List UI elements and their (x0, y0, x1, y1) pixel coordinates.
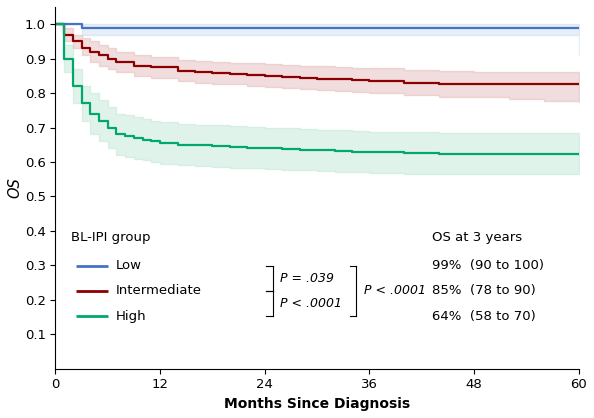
Text: P < .0001: P < .0001 (364, 285, 426, 298)
Text: 99%  (90 to 100): 99% (90 to 100) (432, 259, 544, 272)
Text: Low: Low (116, 259, 141, 272)
Text: Intermediate: Intermediate (116, 285, 201, 298)
Text: High: High (116, 310, 146, 323)
Text: P < .0001: P < .0001 (280, 297, 342, 310)
Text: 85%  (78 to 90): 85% (78 to 90) (432, 285, 536, 298)
Text: OS at 3 years: OS at 3 years (432, 231, 522, 244)
Y-axis label: OS: OS (7, 178, 22, 198)
Text: P = .039: P = .039 (280, 272, 334, 285)
X-axis label: Months Since Diagnosis: Months Since Diagnosis (224, 397, 410, 411)
Text: BL-IPI group: BL-IPI group (71, 231, 151, 244)
Text: 64%  (58 to 70): 64% (58 to 70) (432, 310, 536, 323)
